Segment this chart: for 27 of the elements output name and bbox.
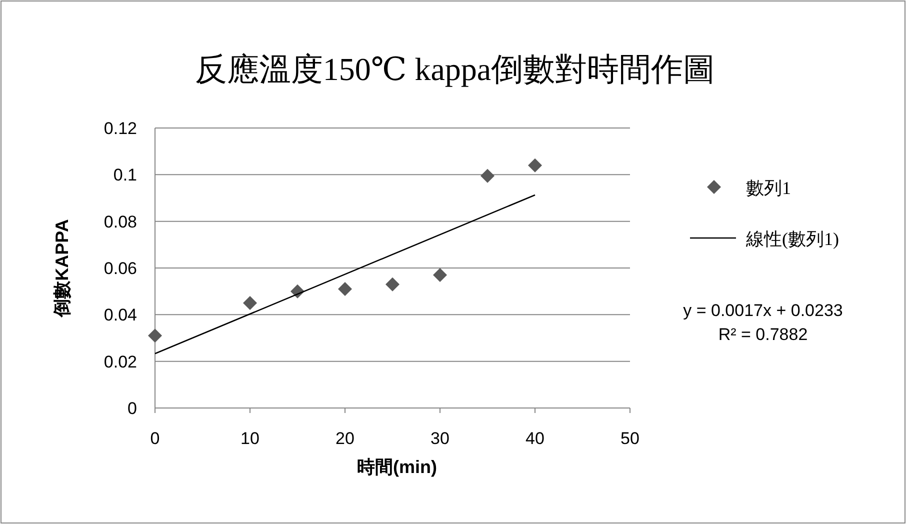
point bbox=[386, 277, 400, 292]
y-tick-label: 0.1 bbox=[113, 166, 137, 185]
y-tick-label: 0.02 bbox=[104, 352, 137, 372]
text: y = 0.0017x + 0.0233 bbox=[683, 301, 843, 320]
x-axis-title: 時間(min) bbox=[357, 457, 437, 477]
point bbox=[338, 282, 352, 296]
point bbox=[528, 158, 542, 172]
legend-label: 數列1 bbox=[746, 178, 791, 198]
y-tick-label: 0.08 bbox=[104, 212, 137, 232]
legend-label: 線性(數列1) bbox=[745, 229, 839, 249]
x-tick-label: 50 bbox=[620, 429, 640, 448]
x-tick-label: 20 bbox=[336, 429, 354, 448]
x-tick-label: 10 bbox=[240, 429, 260, 448]
x-tick-label: 40 bbox=[526, 429, 544, 448]
point bbox=[243, 296, 257, 310]
y-tick-label: 0.12 bbox=[104, 119, 137, 138]
x-tick-label: 0 bbox=[150, 429, 160, 448]
y-axis-title: 倒數KAPPA bbox=[52, 219, 72, 318]
y-tick-label: 0.04 bbox=[104, 306, 137, 325]
point bbox=[433, 268, 447, 282]
point bbox=[148, 328, 162, 343]
point bbox=[480, 168, 494, 183]
y-tick-label: 0.06 bbox=[104, 259, 137, 278]
text: R² = 0.7882 bbox=[718, 325, 808, 344]
x-tick-label: 30 bbox=[430, 429, 450, 448]
chart-title: 反應溫度150℃ kappa倒數對時間作圖 bbox=[194, 51, 716, 87]
y-tick-label: 0 bbox=[128, 399, 137, 418]
